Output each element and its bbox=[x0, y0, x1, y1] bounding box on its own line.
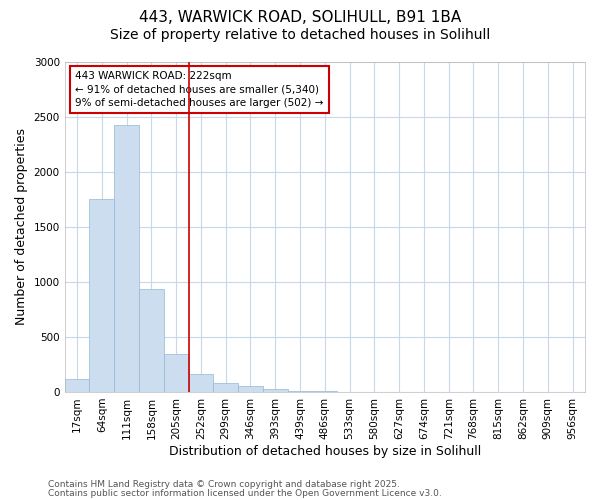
Bar bbox=[89, 199, 114, 392]
Bar bbox=[65, 378, 89, 392]
Text: Contains HM Land Registry data © Crown copyright and database right 2025.: Contains HM Land Registry data © Crown c… bbox=[48, 480, 400, 489]
Bar bbox=[188, 374, 214, 392]
Text: 443 WARWICK ROAD: 222sqm
← 91% of detached houses are smaller (5,340)
9% of semi: 443 WARWICK ROAD: 222sqm ← 91% of detach… bbox=[75, 72, 323, 108]
Bar bbox=[114, 126, 139, 392]
Bar bbox=[214, 383, 238, 392]
Bar bbox=[287, 391, 313, 392]
Y-axis label: Number of detached properties: Number of detached properties bbox=[15, 128, 28, 325]
X-axis label: Distribution of detached houses by size in Solihull: Distribution of detached houses by size … bbox=[169, 444, 481, 458]
Bar bbox=[139, 289, 164, 392]
Text: Size of property relative to detached houses in Solihull: Size of property relative to detached ho… bbox=[110, 28, 490, 42]
Bar bbox=[164, 354, 188, 392]
Text: 443, WARWICK ROAD, SOLIHULL, B91 1BA: 443, WARWICK ROAD, SOLIHULL, B91 1BA bbox=[139, 10, 461, 25]
Bar bbox=[238, 386, 263, 392]
Bar bbox=[263, 388, 287, 392]
Text: Contains public sector information licensed under the Open Government Licence v3: Contains public sector information licen… bbox=[48, 488, 442, 498]
